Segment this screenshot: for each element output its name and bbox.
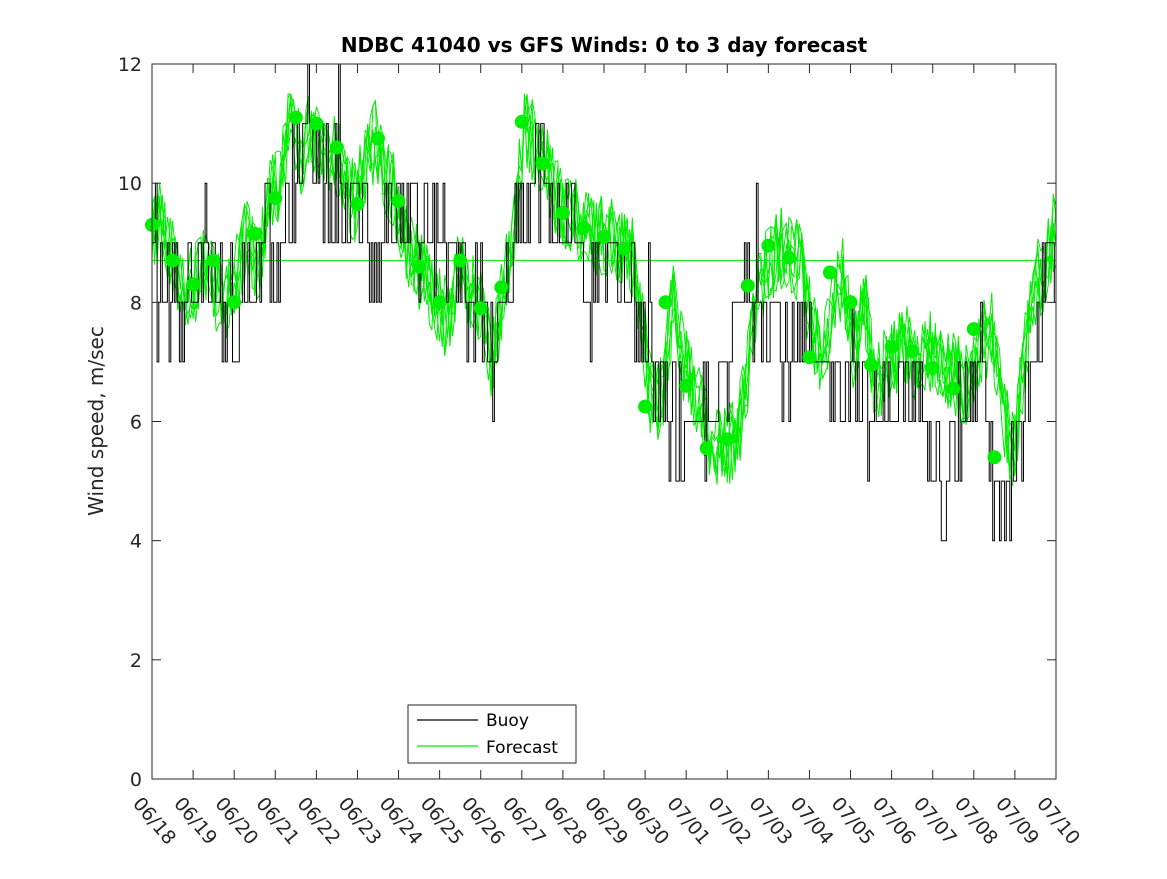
y-tick-label: 2 [130,650,142,672]
forecast-marker [206,253,221,268]
forecast-marker [905,344,920,359]
legend-forecast-label: Forecast [486,738,558,758]
forecast-marker [823,265,837,280]
forecast-marker [514,114,529,129]
y-tick-label: 6 [130,412,142,434]
forecast-marker [740,278,755,293]
forecast-marker [412,259,427,274]
chart-title: NDBC 41040 vs GFS Winds: 0 to 3 day fore… [341,33,868,57]
legend-box [407,704,577,764]
y-tick-label: 4 [130,531,142,553]
forecast-marker [268,191,283,206]
forecast-marker [329,140,344,155]
buoy-line [152,63,1056,542]
forecast-marker [987,450,1002,465]
forecast-markers [145,110,1002,465]
forecast-marker [864,357,879,372]
buoy-series [152,63,1056,542]
forecast-marker [309,116,324,131]
forecast-marker [617,241,632,256]
forecast-marker [802,350,817,365]
legend: Buoy Forecast [407,704,577,764]
y-tick-label: 10 [118,173,142,195]
y-tick-label: 0 [130,769,142,791]
forecast-marker [946,381,961,396]
forecast-marker [288,110,303,125]
forecast-marker [884,340,899,354]
forecast-marker [247,226,262,241]
forecast-marker [227,295,242,310]
forecast-marker [597,229,611,244]
forecast-marker [494,280,509,295]
forecast-marker [720,432,735,447]
forecast-marker [535,156,550,171]
forecast-marker [350,197,365,211]
forecast-marker [699,441,714,456]
legend-buoy-label: Buoy [486,711,529,731]
forecast-marker [658,295,673,310]
forecast-marker [576,220,591,235]
forecast-marker [925,360,940,375]
forecast-marker [555,206,570,220]
forecast-marker [679,378,694,393]
forecast-marker [186,277,201,292]
forecast-marker [638,399,653,414]
forecast-marker [473,301,488,316]
forecast-marker [761,238,776,253]
y-tick-label: 8 [130,292,142,314]
forecast-marker [843,295,858,310]
forecast-marker [781,250,796,265]
y-axis-label: Wind speed, m/sec [84,326,108,516]
forecast-marker [371,131,385,146]
forecast-marker [432,295,447,310]
forecast-marker [165,253,180,268]
y-tick-label: 12 [118,54,142,76]
forecast-marker [966,322,981,337]
forecast-marker [391,194,406,208]
forecast-marker [453,253,468,268]
